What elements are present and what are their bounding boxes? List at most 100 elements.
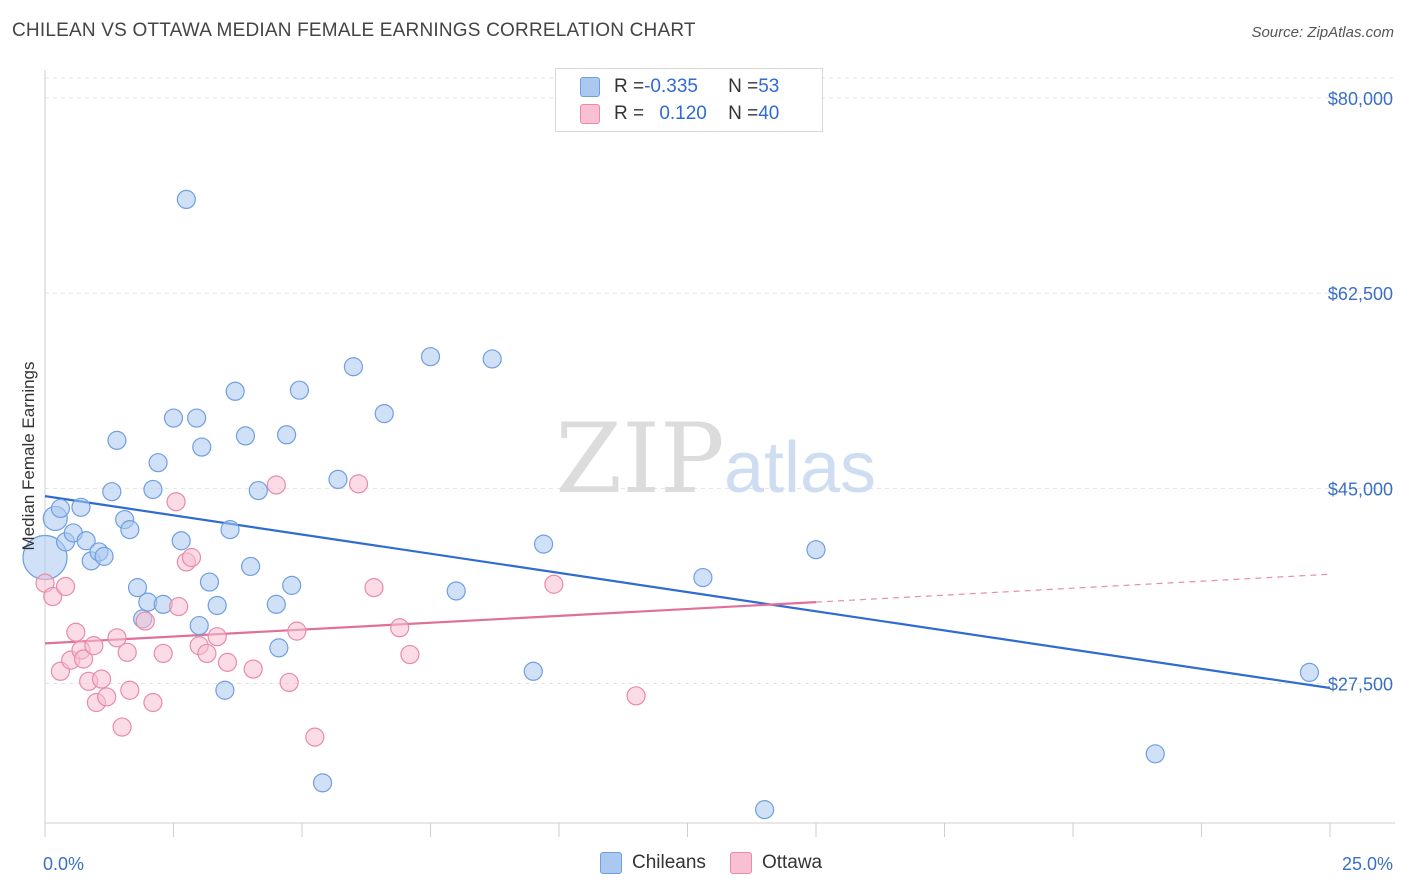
data-point-chileans bbox=[215, 680, 235, 700]
data-point-ottawa bbox=[97, 687, 117, 707]
data-point-ottawa bbox=[107, 628, 127, 648]
data-point-ottawa bbox=[305, 727, 325, 747]
data-point-chileans bbox=[266, 594, 286, 614]
legend-item-ottawa[interactable]: Ottawa bbox=[729, 852, 823, 874]
data-point-chileans bbox=[1299, 662, 1320, 683]
data-point-ottawa bbox=[266, 475, 286, 495]
data-point-ottawa bbox=[287, 621, 307, 641]
x-tick-label: 25.0% bbox=[1342, 854, 1393, 874]
data-point-chileans bbox=[76, 531, 96, 551]
data-point-chileans bbox=[163, 408, 184, 428]
data-point-chileans bbox=[269, 638, 289, 658]
data-point-ottawa bbox=[55, 576, 76, 597]
data-point-chileans bbox=[192, 437, 212, 457]
axes bbox=[44, 70, 1395, 837]
data-point-chileans bbox=[523, 661, 543, 681]
legend-n-value: 53 bbox=[758, 76, 780, 97]
legend-n-label: N = bbox=[728, 76, 759, 97]
data-point-chileans bbox=[50, 498, 71, 519]
data-point-chileans bbox=[148, 453, 168, 473]
data-point-ottawa bbox=[207, 627, 227, 647]
data-point-chileans bbox=[533, 534, 554, 554]
data-point-chileans bbox=[446, 581, 466, 601]
data-point-ottawa bbox=[390, 618, 410, 638]
data-point-chileans bbox=[127, 578, 148, 598]
y-tick-label: $62,500 bbox=[1328, 284, 1393, 304]
data-point-ottawa bbox=[197, 643, 217, 664]
chart-title: CHILEAN VS OTTAWA MEDIAN FEMALE EARNINGS… bbox=[12, 20, 696, 41]
data-point-chileans bbox=[482, 349, 502, 369]
correlation-legend: R = -0.335 N = 53 R = 0.120 N = 40 bbox=[555, 68, 823, 132]
data-point-ottawa bbox=[400, 644, 420, 665]
x-tick-label: 0.0% bbox=[43, 854, 84, 874]
legend-n-label: N = bbox=[728, 103, 759, 124]
data-point-chileans bbox=[1145, 744, 1165, 764]
legend-r-label: R = bbox=[614, 103, 645, 124]
legend-swatch-chileans bbox=[600, 852, 622, 874]
data-point-chileans bbox=[289, 380, 310, 400]
data-point-chileans bbox=[207, 595, 227, 616]
legend-row-ottawa: R = 0.120 N = 40 bbox=[580, 101, 779, 127]
data-point-ottawa bbox=[84, 636, 104, 656]
legend-r-value: -0.335 bbox=[644, 76, 698, 97]
legend-row-chileans: R = -0.335 N = 53 bbox=[580, 74, 779, 100]
series-legend: Chileans Ottawa bbox=[600, 852, 846, 874]
data-point-chileans bbox=[107, 430, 127, 450]
data-point-ottawa bbox=[66, 622, 86, 642]
y-tick-label: $27,500 bbox=[1328, 675, 1393, 695]
data-point-ottawa bbox=[279, 672, 299, 693]
data-point-chileans bbox=[806, 540, 826, 560]
data-point-ottawa bbox=[117, 642, 137, 662]
grid-lines bbox=[45, 77, 1395, 685]
data-point-ottawa bbox=[626, 686, 646, 706]
data-point-ottawa bbox=[181, 547, 202, 568]
data-point-ottawa bbox=[166, 492, 186, 512]
legend-r-value: 0.120 bbox=[659, 103, 707, 124]
watermark-atlas: atlas bbox=[724, 428, 876, 508]
data-point-ottawa bbox=[217, 652, 238, 672]
data-point-chileans bbox=[343, 357, 363, 377]
trend-extension-ottawa bbox=[815, 573, 1331, 603]
y-tick-label: $80,000 bbox=[1328, 89, 1393, 109]
data-point-ottawa bbox=[169, 596, 189, 617]
data-point-chileans bbox=[328, 469, 348, 490]
data-point-chileans bbox=[693, 567, 713, 588]
data-point-ottawa bbox=[112, 717, 132, 737]
data-point-ottawa bbox=[243, 659, 263, 679]
data-point-chileans bbox=[754, 800, 775, 820]
data-point-chileans bbox=[71, 497, 91, 517]
data-point-ottawa bbox=[91, 669, 112, 689]
data-point-chileans bbox=[276, 425, 297, 445]
trend-line-chileans bbox=[44, 495, 1331, 690]
data-point-chileans bbox=[225, 381, 245, 401]
data-point-ottawa bbox=[364, 578, 384, 598]
legend-r-label: R = bbox=[614, 76, 645, 97]
data-point-ottawa bbox=[73, 649, 94, 669]
watermark: ZIP atlas bbox=[555, 403, 876, 515]
y-axis-title: Median Female Earnings bbox=[19, 362, 38, 551]
legend-label-ottawa: Ottawa bbox=[761, 852, 823, 873]
data-point-ottawa bbox=[153, 643, 173, 664]
legend-item-chileans[interactable]: Chileans bbox=[600, 852, 706, 874]
data-point-ottawa bbox=[544, 574, 564, 594]
data-point-chileans bbox=[241, 556, 261, 577]
legend-n-value: 40 bbox=[758, 103, 780, 124]
legend-label-chileans: Chileans bbox=[632, 852, 706, 873]
data-point-chileans bbox=[235, 426, 256, 446]
data-point-ottawa bbox=[348, 474, 369, 494]
watermark-zip: ZIP bbox=[555, 403, 724, 515]
trend-lines bbox=[44, 495, 1331, 690]
data-point-chileans bbox=[120, 520, 140, 540]
data-point-chileans bbox=[189, 615, 209, 636]
data-point-chileans bbox=[282, 575, 302, 595]
data-point-chileans bbox=[199, 572, 220, 592]
data-point-ottawa bbox=[143, 692, 163, 713]
data-point-ottawa bbox=[135, 611, 155, 631]
data-point-chileans bbox=[187, 408, 207, 428]
trend-line-ottawa bbox=[44, 601, 817, 645]
data-point-chileans bbox=[143, 479, 163, 500]
data-point-chileans bbox=[248, 480, 268, 501]
data-point-chileans bbox=[94, 546, 114, 566]
data-point-ottawa bbox=[43, 586, 63, 607]
